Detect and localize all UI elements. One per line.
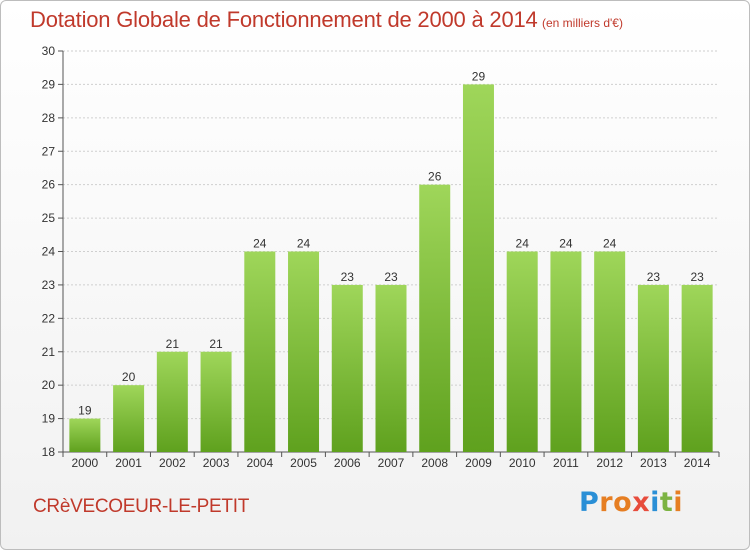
y-tick-label: 23 (42, 278, 56, 292)
x-tick-label: 2010 (509, 456, 536, 470)
x-tick-label: 2001 (115, 456, 142, 470)
logo-letter: o (613, 487, 633, 518)
bar (200, 351, 232, 452)
bar (637, 284, 669, 452)
bar (156, 351, 188, 452)
x-tick-label: 2009 (465, 456, 492, 470)
logo-letter: P (579, 487, 600, 518)
data-label: 23 (647, 270, 661, 284)
y-tick-label: 29 (42, 77, 56, 91)
logo-letter: t (659, 487, 674, 518)
logo-letter: r (599, 487, 614, 518)
x-tick-label: 2000 (72, 456, 99, 470)
x-tick-label: 2011 (553, 456, 579, 470)
data-label: 23 (384, 270, 398, 284)
y-tick-label: 21 (42, 345, 56, 359)
bars (69, 84, 713, 453)
data-label: 24 (559, 237, 573, 251)
bar (244, 251, 276, 452)
data-label: 19 (78, 404, 92, 418)
y-tick-label: 27 (42, 144, 56, 158)
bar (288, 251, 320, 452)
bar (69, 418, 101, 452)
y-tick-label: 30 (42, 44, 56, 58)
y-tick-label: 19 (42, 412, 56, 426)
y-tick-label: 25 (42, 211, 56, 225)
data-label: 23 (341, 270, 355, 284)
y-tick-label: 24 (42, 245, 56, 259)
x-tick-label: 2012 (596, 456, 623, 470)
x-tick-label: 2006 (334, 456, 361, 470)
logo-letter: i (650, 487, 660, 518)
data-label: 20 (122, 370, 136, 384)
commune-name: CRèVECOEUR-LE-PETIT (33, 496, 250, 517)
x-tick-label: 2002 (159, 456, 186, 470)
data-label: 24 (297, 237, 311, 251)
data-labels: 19 20 21 21 24 24 23 23 26 29 24 24 24 23 23 (78, 69, 704, 417)
x-tick-label: 2007 (378, 456, 405, 470)
bar (113, 385, 145, 452)
data-label: 21 (166, 337, 180, 351)
data-label: 29 (472, 69, 486, 83)
data-label: 24 (516, 237, 530, 251)
x-tick-label: 2014 (684, 456, 711, 470)
bar (331, 284, 363, 452)
x-tick-label: 2013 (640, 456, 667, 470)
x-tick-label: 2008 (421, 456, 448, 470)
logo-letter: i (673, 487, 684, 518)
bar (681, 284, 713, 452)
proxiti-logo: Proxiti (579, 487, 683, 518)
data-label: 21 (209, 337, 223, 351)
chart-title: Dotation Globale de Fonctionnement de 20… (30, 7, 538, 32)
data-label: 24 (603, 237, 617, 251)
y-tick-label: 28 (42, 111, 56, 125)
bar (594, 251, 626, 452)
x-tick-label: 2005 (290, 456, 317, 470)
bar (462, 84, 494, 453)
logo-letter: x (632, 487, 651, 518)
bar (550, 251, 582, 452)
x-tick-label: 2003 (203, 456, 230, 470)
y-tick-label: 22 (42, 311, 56, 325)
data-label: 26 (428, 170, 442, 184)
y-tick-label: 18 (42, 445, 56, 459)
y-tick-label: 20 (42, 378, 56, 392)
bar (375, 284, 407, 452)
y-tick-label: 26 (42, 178, 56, 192)
bar (419, 184, 451, 452)
data-label: 23 (690, 270, 704, 284)
x-tick-label: 2004 (246, 456, 273, 470)
bar (506, 251, 538, 452)
data-label: 24 (253, 237, 267, 251)
unit-note: (en milliers d'€) (542, 16, 623, 30)
